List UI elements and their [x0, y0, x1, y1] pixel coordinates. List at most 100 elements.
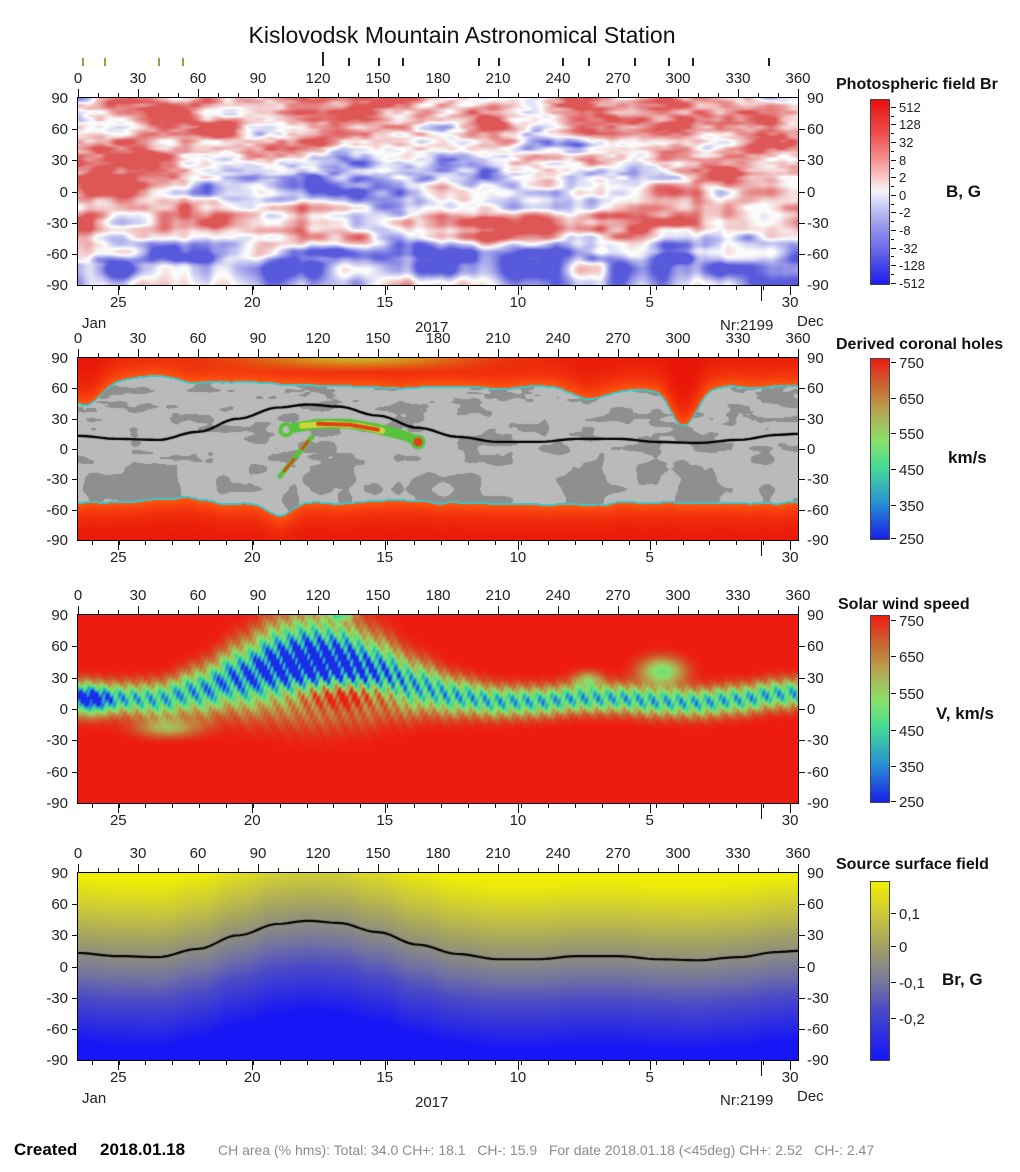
- date-label: 15: [376, 294, 394, 311]
- lat-tick-left: [72, 709, 78, 710]
- date-major-tick: [649, 1061, 651, 1070]
- date-minor-tick: [575, 286, 577, 290]
- lon-tick: [758, 93, 759, 97]
- lon-tick: [458, 868, 459, 872]
- activity-mark-black: [348, 58, 350, 66]
- colorbar-tick-label: 450: [899, 462, 925, 480]
- lon-tick: [258, 864, 259, 872]
- lat-label-left: 60: [51, 638, 68, 656]
- activity-mark-black: [378, 58, 380, 66]
- lon-tick: [178, 353, 179, 357]
- lon-tick: [318, 349, 319, 357]
- lat-tick-left: [72, 191, 78, 193]
- lat-label-right: 90: [807, 607, 824, 624]
- lon-tick: [278, 93, 279, 97]
- date-minor-tick: [521, 286, 523, 290]
- lon-tick: [158, 868, 159, 872]
- lon-tick-label: 90: [249, 587, 267, 604]
- lon-tick: [618, 349, 619, 357]
- lon-tick: [638, 868, 639, 872]
- lat-label-right: -60: [807, 501, 829, 519]
- date-minor-tick: [279, 1061, 281, 1065]
- lat-label-left: 30: [51, 152, 68, 170]
- lat-tick-left: [72, 388, 78, 390]
- date-minor-tick: [440, 286, 442, 290]
- colorbar-tick-label: -32: [899, 240, 918, 256]
- date-major-tick: [252, 804, 254, 813]
- colorbar-tick: [891, 504, 896, 506]
- colorbar-minor-tick: [891, 238, 894, 240]
- lon-tick-label: 150: [365, 70, 391, 87]
- lon-tick-label: 360: [785, 70, 811, 87]
- colorbar-minor-tick: [891, 186, 894, 188]
- lat-label-right: -30: [807, 471, 829, 489]
- date-minor-tick: [333, 541, 335, 545]
- date-minor-tick: [91, 804, 93, 808]
- lon-tick: [658, 610, 659, 614]
- date-minor-tick: [91, 286, 93, 290]
- lon-tick: [478, 353, 479, 357]
- lon-tick: [318, 89, 319, 97]
- date-minor-tick: [494, 1061, 496, 1065]
- lon-tick-label: 240: [545, 330, 571, 347]
- lon-tick: [498, 89, 499, 97]
- date-label: 25: [109, 294, 127, 311]
- lon-tick: [518, 868, 519, 872]
- date-major-tick: [790, 804, 792, 813]
- lon-tick: [158, 353, 159, 357]
- lon-tick: [618, 89, 619, 97]
- lat-label-right: 60: [807, 638, 824, 656]
- lon-tick: [398, 610, 399, 614]
- date-label: 30: [781, 549, 799, 566]
- date-minor-tick: [494, 286, 496, 290]
- lon-tick: [518, 353, 519, 357]
- rotation-boundary-tick: [761, 286, 763, 301]
- lon-tick: [78, 349, 79, 357]
- date-minor-tick: [172, 1061, 174, 1065]
- lon-tick: [738, 89, 739, 97]
- colorbar-tick: [891, 362, 896, 363]
- lat-tick-left: [72, 160, 78, 162]
- date-minor-tick: [387, 541, 389, 545]
- colorbar-tick: [891, 945, 896, 947]
- lon-tick-label: 0: [73, 587, 83, 604]
- date-label: 5: [645, 549, 654, 566]
- lon-tick: [338, 868, 339, 872]
- lon-tick: [398, 353, 399, 357]
- lon-tick: [218, 353, 219, 357]
- lon-tick: [318, 864, 319, 872]
- date-minor-tick: [279, 286, 281, 290]
- lon-tick: [198, 89, 199, 97]
- year-label: 2017: [415, 1094, 449, 1111]
- lon-tick: [578, 610, 579, 614]
- colorbar-tick: [891, 265, 896, 267]
- colorbar-tick-label: 250: [899, 794, 925, 812]
- lat-label-left: 60: [51, 380, 68, 398]
- lon-tick: [718, 868, 719, 872]
- lat-label-right: 60: [807, 896, 824, 914]
- lon-tick-label: 270: [605, 330, 631, 347]
- lat-label-right: 0: [807, 701, 816, 718]
- lon-tick: [518, 610, 519, 614]
- date-minor-tick: [387, 286, 389, 290]
- lon-tick-label: 120: [305, 845, 331, 862]
- lat-tick-right: [799, 222, 805, 224]
- date-label: 10: [509, 1069, 527, 1086]
- date-major-tick: [517, 1061, 519, 1070]
- lon-tick: [178, 93, 179, 97]
- activity-mark-black: [498, 58, 500, 66]
- lon-tick: [698, 610, 699, 614]
- date-minor-tick: [575, 1061, 577, 1065]
- colorbar-tick: [891, 212, 896, 214]
- date-minor-tick: [521, 541, 523, 545]
- date-minor-tick: [467, 541, 469, 545]
- lon-tick: [598, 610, 599, 614]
- colorbar-tick: [891, 142, 896, 144]
- lon-tick-label: 330: [725, 70, 751, 87]
- colorbar-tick: [891, 433, 896, 435]
- colorbar-tick: [891, 282, 896, 284]
- lon-tick: [218, 93, 219, 97]
- colorbar-title-source-surface: Source surface field: [836, 856, 989, 873]
- colorbar-tick-label: -512: [899, 275, 926, 291]
- colorbar-tick-label: -0,2: [899, 1010, 925, 1028]
